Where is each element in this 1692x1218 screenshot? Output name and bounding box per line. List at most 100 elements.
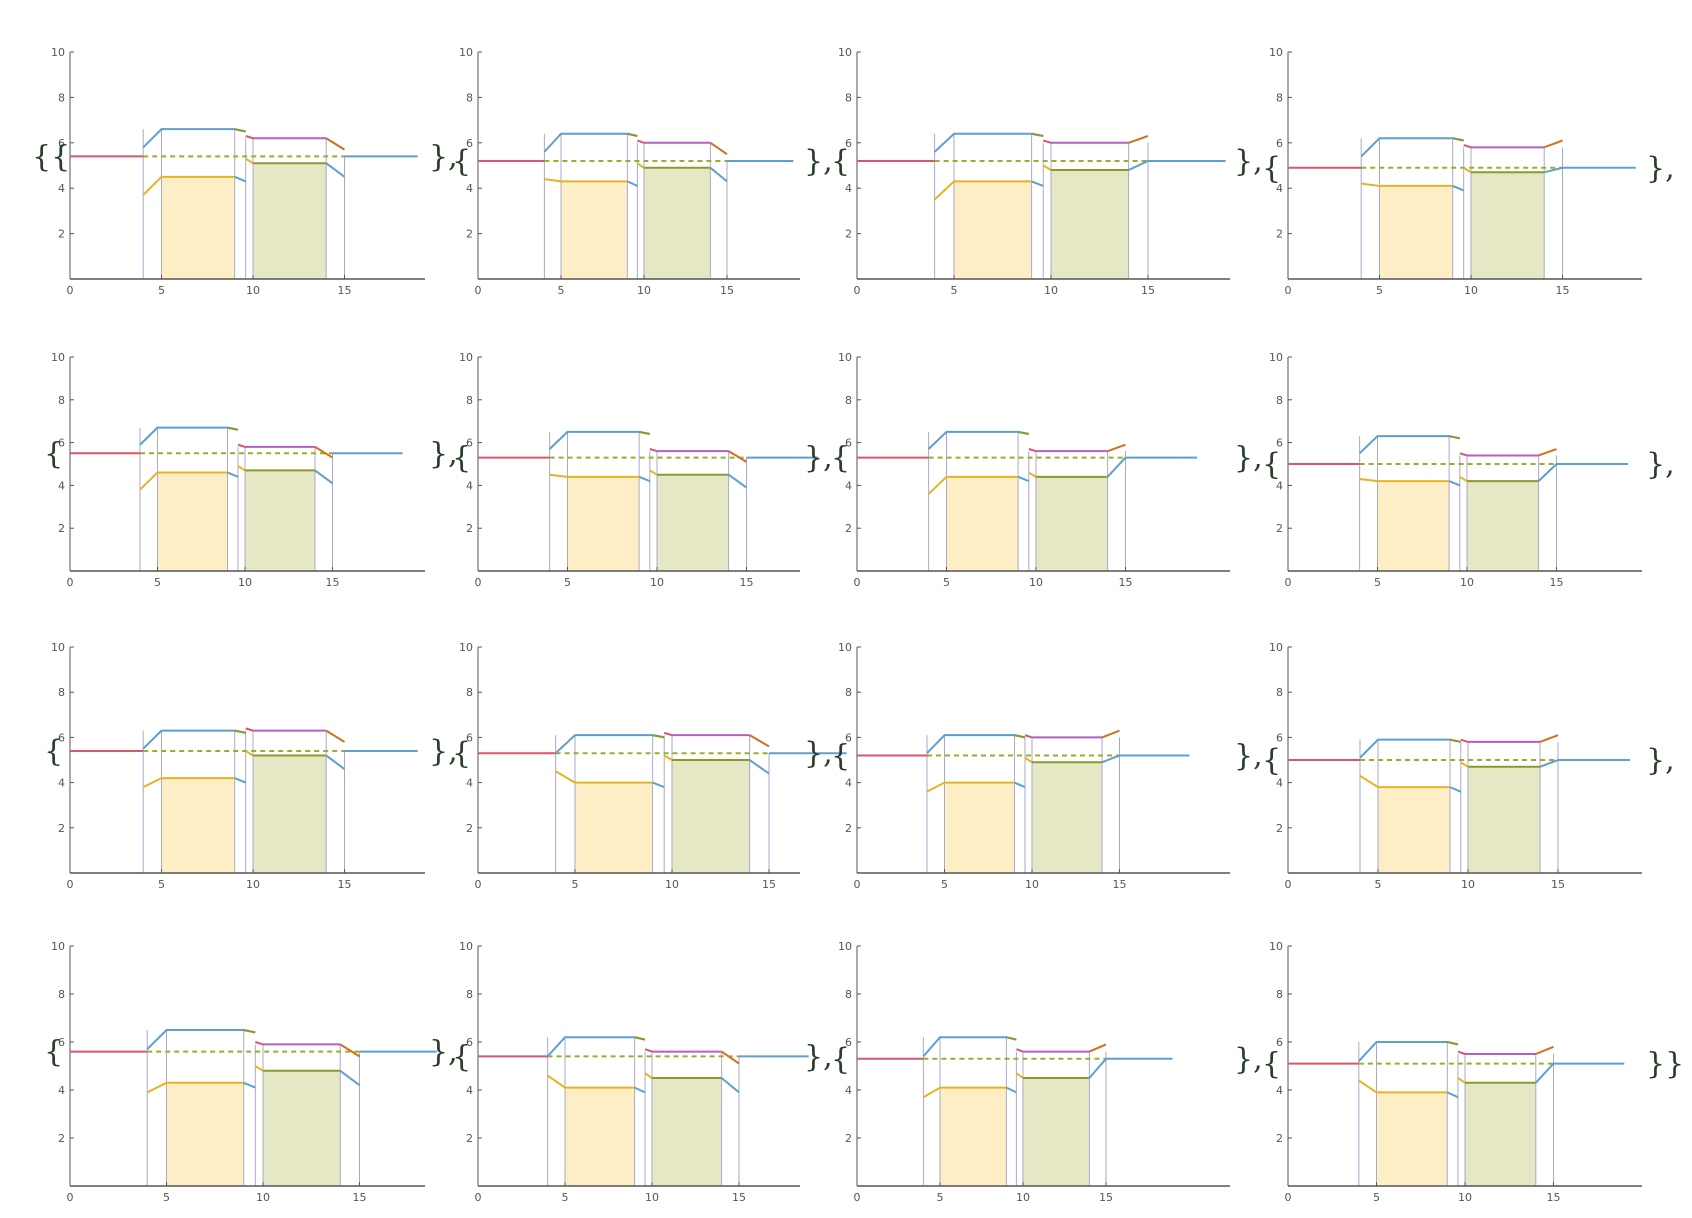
y-tick-label: 4 [1276, 479, 1283, 492]
close-bracket: }, [804, 736, 833, 771]
series-line-upper-right-end [339, 1043, 361, 1058]
y-tick-label: 10 [838, 351, 852, 364]
series-line-lower-right-end [325, 754, 346, 770]
y-tick-label: 8 [845, 394, 852, 407]
y-tick-label: 8 [845, 91, 852, 104]
chart-panel: 2 4 6 8 10 0 5 10 15 {}} [1262, 940, 1684, 1204]
series-line-upper-right-start [1024, 734, 1033, 739]
y-tick-label: 4 [58, 479, 65, 492]
series-line-lower-right-start [1459, 475, 1468, 482]
series-line-upper-left-tip [1006, 1036, 1017, 1041]
shaded-region-right [1468, 766, 1540, 873]
series-line-upper-left-tip [1448, 435, 1461, 440]
shaded-region-left [940, 1087, 1007, 1186]
x-tick-label: 5 [1373, 1191, 1380, 1204]
series-line-upper-left [146, 1029, 256, 1050]
y-tick-label: 2 [1276, 228, 1283, 241]
series-line-lower-right-start [245, 157, 254, 165]
close-bracket: }, [1234, 144, 1263, 179]
y-tick-label: 6 [845, 731, 852, 744]
x-tick-label: 5 [1375, 878, 1382, 891]
close-bracket: }, [1646, 447, 1675, 482]
y-tick-label: 4 [1276, 1084, 1283, 1097]
series-line-lower-left [142, 175, 235, 196]
open-bracket: { [1262, 1047, 1281, 1082]
y-tick-label: 10 [51, 351, 65, 364]
series-line-upper-right-end [1538, 448, 1557, 457]
series-line-lower-left-tip [1017, 475, 1030, 483]
y-tick-label: 8 [466, 988, 473, 1001]
series-line-upper-right-start [637, 139, 645, 144]
y-tick-label: 8 [1276, 686, 1283, 699]
y-tick-label: 2 [466, 1132, 473, 1145]
series-line-upper-right-end [1543, 139, 1563, 149]
y-tick-label: 8 [845, 686, 852, 699]
x-tick-label: 10 [1458, 1191, 1472, 1204]
series-line-lower-left [544, 178, 628, 183]
x-tick-label: 15 [762, 878, 776, 891]
x-tick-label: 15 [1141, 284, 1155, 297]
chart-panel: 2 4 6 8 10 0 5 10 15 {}, [452, 641, 847, 891]
x-tick-label: 5 [943, 576, 950, 589]
x-tick-label: 0 [1285, 878, 1292, 891]
close-bracket: }, [429, 139, 458, 174]
series-line-lower-left-tip [1446, 1091, 1459, 1099]
x-tick-label: 5 [941, 878, 948, 891]
series-line-lower-right-start [1028, 471, 1037, 478]
y-tick-label: 2 [58, 228, 65, 241]
y-tick-label: 8 [845, 988, 852, 1001]
y-tick-label: 10 [459, 351, 473, 364]
series-line-upper-right-end [1107, 443, 1126, 453]
series-line-lower-right-start [1457, 1077, 1466, 1084]
x-tick-label: 0 [854, 576, 861, 589]
x-tick-label: 15 [1550, 576, 1564, 589]
series-line-upper-left-tip [243, 1029, 256, 1034]
series-line-lower-right-end [1106, 456, 1127, 478]
series-line-lower-right-start [663, 754, 673, 761]
y-tick-label: 2 [1276, 522, 1283, 535]
series-line-lower-right-start [1024, 756, 1033, 764]
shaded-region-left [1376, 1092, 1448, 1186]
close-bracket: }, [1646, 743, 1675, 778]
shaded-region-left [567, 476, 640, 571]
y-tick-label: 8 [1276, 91, 1283, 104]
chart-panel: 2 4 6 8 10 0 5 10 15 {}, [452, 351, 833, 589]
y-tick-label: 2 [845, 1132, 852, 1145]
y-tick-label: 4 [466, 479, 473, 492]
x-tick-label: 10 [1460, 576, 1474, 589]
x-tick-label: 0 [854, 878, 861, 891]
y-tick-label: 10 [1269, 940, 1283, 953]
y-tick-label: 6 [1276, 137, 1283, 150]
x-tick-label: 10 [645, 1191, 659, 1204]
chart-panel: 2 4 6 8 10 0 5 10 15 {}, [452, 940, 833, 1204]
close-bracket: }, [1234, 738, 1263, 773]
series-line-upper-right-start [245, 727, 254, 732]
x-tick-label: 0 [67, 284, 74, 297]
shaded-region-left [561, 181, 628, 279]
shaded-region-left [161, 778, 235, 873]
y-tick-label: 10 [838, 46, 852, 59]
x-tick-label: 5 [572, 878, 579, 891]
y-tick-label: 4 [58, 182, 65, 195]
y-tick-label: 10 [51, 940, 65, 953]
y-tick-label: 4 [466, 1084, 473, 1097]
y-tick-label: 6 [466, 137, 473, 150]
series-line-upper-right-start [1042, 139, 1052, 144]
open-bracket: { [1262, 151, 1281, 186]
y-tick-label: 10 [1269, 351, 1283, 364]
series-line-upper-right-end [1128, 135, 1149, 144]
y-tick-label: 6 [845, 1036, 852, 1049]
series-line-lower-left-tip [626, 180, 638, 187]
shaded-region-right [253, 755, 327, 873]
x-tick-label: 0 [1285, 1191, 1292, 1204]
y-tick-label: 6 [845, 437, 852, 450]
series-line-lower-right-start [1463, 166, 1472, 174]
series-line-upper-left [546, 1036, 646, 1058]
x-tick-label: 15 [353, 1191, 367, 1204]
y-tick-label: 2 [845, 228, 852, 241]
x-tick-label: 15 [1547, 1191, 1561, 1204]
x-tick-label: 0 [67, 576, 74, 589]
series-line-lower-left-tip [234, 777, 247, 784]
y-tick-label: 10 [51, 46, 65, 59]
